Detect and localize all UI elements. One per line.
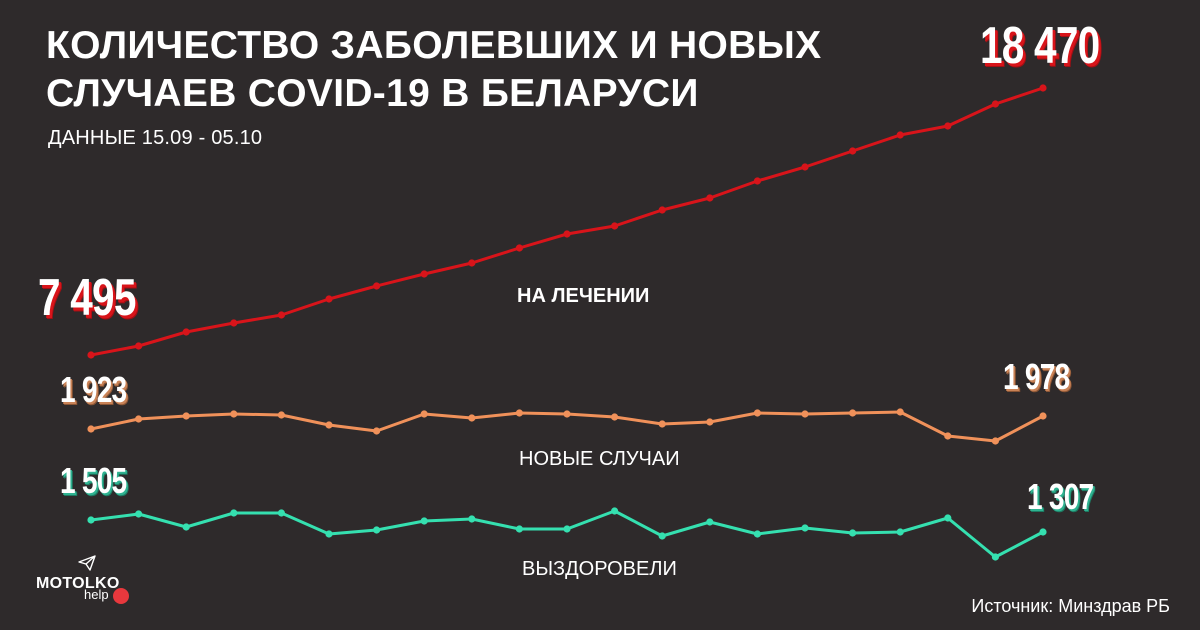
data-point <box>515 409 524 417</box>
data-point <box>515 244 524 252</box>
new-cases-series-label: НОВЫЕ СЛУЧАИ <box>519 448 680 470</box>
data-point <box>991 100 1000 108</box>
data-point <box>420 270 428 278</box>
data-point <box>849 529 857 537</box>
data-point <box>230 509 238 517</box>
data-point <box>515 525 524 533</box>
title-line-1: КОЛИЧЕСТВО ЗАБОЛЕВШИХ И НОВЫХ <box>46 24 822 67</box>
recovered-end-value: 1 307 <box>1027 476 1094 517</box>
data-point <box>182 523 190 531</box>
data-point <box>325 295 333 303</box>
data-point <box>849 147 857 155</box>
paper-plane-icon <box>78 555 96 576</box>
data-point <box>182 412 190 420</box>
data-point <box>87 425 95 433</box>
data-point <box>373 526 381 534</box>
data-point <box>753 409 762 417</box>
data-point <box>944 432 952 440</box>
data-point <box>658 532 666 540</box>
data-point <box>1039 84 1047 92</box>
data-point <box>1039 412 1047 420</box>
data-point <box>468 414 476 422</box>
chart-subtitle: ДАННЫЕ 15.09 - 05.10 <box>48 127 263 149</box>
data-point <box>87 351 95 359</box>
data-point <box>420 517 428 525</box>
data-point <box>753 530 762 538</box>
series-line <box>90 86 1044 357</box>
data-point <box>420 410 428 418</box>
series-recovered <box>87 507 1047 561</box>
data-point <box>182 328 190 336</box>
data-point <box>706 418 714 426</box>
data-point <box>611 222 619 230</box>
data-point <box>230 319 238 327</box>
data-point <box>563 410 571 418</box>
data-point <box>991 437 1000 445</box>
data-point <box>658 206 666 214</box>
data-point <box>325 421 333 429</box>
data-point <box>801 524 809 532</box>
data-point <box>135 342 143 350</box>
data-point <box>277 311 285 319</box>
data-point <box>277 411 285 419</box>
recovered-series-label: ВЫЗДОРОВЕЛИ <box>522 558 677 580</box>
recovered-start-value: 1 505 <box>60 460 127 501</box>
data-point <box>373 282 381 290</box>
data-point <box>896 528 904 536</box>
data-point <box>1039 528 1047 536</box>
data-point <box>611 507 619 515</box>
data-point <box>896 131 904 139</box>
data-point <box>944 514 952 522</box>
data-point <box>135 510 143 518</box>
data-point <box>801 410 809 418</box>
data-point <box>991 553 1000 561</box>
data-point <box>325 530 333 538</box>
data-point <box>230 410 238 418</box>
treatment-series-label: НА ЛЕЧЕНИИ <box>517 285 650 307</box>
data-point <box>753 177 762 185</box>
data-point <box>563 230 571 238</box>
logo-wordmark: MOTOLKO <box>36 575 120 592</box>
logo-red-dot <box>113 588 129 604</box>
data-point <box>658 420 666 428</box>
data-point <box>896 408 904 416</box>
series-new-cases <box>87 408 1047 445</box>
new-cases-start-value: 1 923 <box>60 369 127 410</box>
data-point <box>468 259 476 267</box>
data-point <box>849 409 857 417</box>
data-point <box>468 515 476 523</box>
data-point <box>801 163 809 171</box>
data-point <box>944 122 952 130</box>
series-treatment <box>87 84 1047 359</box>
treatment-start-value: 7 495 <box>38 269 136 327</box>
new-cases-end-value: 1 978 <box>1003 356 1070 397</box>
data-point <box>611 413 619 421</box>
motolko-logo: MOTOLKO help <box>36 555 136 605</box>
chart-title: КОЛИЧЕСТВО ЗАБОЛЕВШИХ И НОВЫХ СЛУЧАЕВ CO… <box>46 22 821 118</box>
data-point <box>373 427 381 435</box>
treatment-end-value: 18 470 <box>980 17 1100 75</box>
data-point <box>87 516 95 524</box>
title-line-2: СЛУЧАЕВ COVID-19 В БЕЛАРУСИ <box>46 72 699 115</box>
data-point <box>563 525 571 533</box>
data-point <box>277 509 285 517</box>
logo-subtext: help <box>84 587 109 602</box>
data-point <box>135 415 143 423</box>
data-point <box>706 194 714 202</box>
source-note: Источник: Минздрав РБ <box>971 596 1170 616</box>
data-point <box>706 518 714 526</box>
